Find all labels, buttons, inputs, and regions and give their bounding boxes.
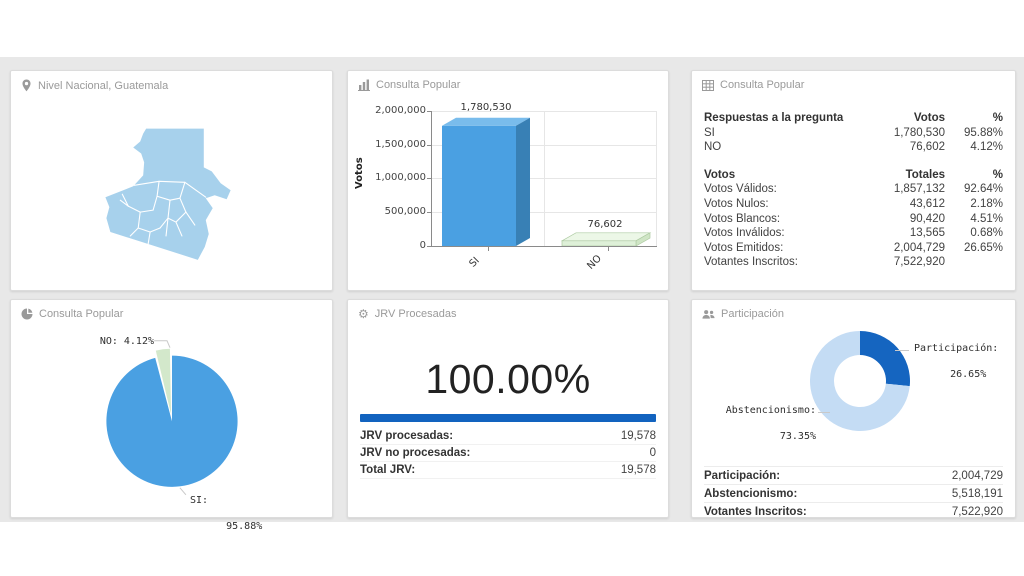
label-connector (179, 487, 187, 496)
panel-header: Consulta Popular (348, 71, 668, 99)
x-tick-label: NO (585, 253, 604, 272)
pie-label-si: SI: 95.88% (190, 495, 263, 532)
jrv-stats: JRV procesadas: 19,578 JRV no procesadas… (360, 428, 656, 479)
gridline (544, 111, 545, 246)
y-axis-tick (427, 111, 431, 112)
table-row: Votos Válidos: 1,857,132 92.64% (704, 183, 1003, 196)
y-tick-label: 0 (419, 240, 426, 251)
bar-no (560, 232, 652, 246)
y-tick-label: 500,000 (384, 206, 426, 217)
pie-chart-icon (21, 308, 33, 320)
table-row: Votos Nulos: 43,612 2.18% (704, 197, 1003, 210)
jrv-progress-bar (360, 414, 656, 422)
stat-row: Total JRV: 19,578 (360, 462, 656, 479)
table-row: SI 1,780,530 95.88% (704, 126, 1003, 139)
col-header: % (992, 168, 1003, 181)
bar-chart-plot-area (431, 111, 657, 247)
y-axis-tick (427, 246, 431, 247)
panel-title: Consulta Popular (720, 79, 805, 91)
jrv-percent: 100.00% (425, 356, 591, 402)
panel-header: Participación (692, 300, 1015, 328)
pie-chart (106, 340, 238, 496)
table-row: Votantes Inscritos: 7,522,920 (704, 256, 945, 269)
table-row: Votos Inválidos: 13,565 0.68% (704, 227, 1003, 240)
y-tick-label: 1,500,000 (375, 139, 426, 150)
donut-slice-participacion (860, 331, 910, 387)
department-borders (119, 180, 207, 245)
bar-value-label: 76,602 (587, 219, 623, 230)
panel-participation: Participación Participación: 26.65% Abst… (691, 299, 1016, 518)
table-row: Votos Blancos: 90,420 4.51% (704, 212, 1003, 225)
table-icon (702, 79, 714, 91)
col-header: Votos (913, 112, 945, 124)
guatemala-map[interactable] (11, 71, 332, 291)
panel-pie-chart: Consulta Popular NO: 4.12% SI: 95.88% (10, 299, 333, 532)
panel-header: Consulta Popular (692, 71, 1015, 99)
label-connector (818, 412, 830, 413)
participation-donut (810, 331, 910, 431)
location-pin-icon (22, 79, 31, 92)
bar-si (442, 117, 530, 246)
pie-label-no: NO: 4.12% (99, 336, 154, 347)
users-icon (702, 309, 715, 319)
bars (442, 117, 652, 246)
participation-stats: Participación: 2,004,729 Abstencionismo:… (704, 466, 1003, 520)
stat-row: JRV no procesadas: 0 (360, 445, 656, 462)
bar-chart-icon (358, 79, 370, 91)
panel-header: Consulta Popular (11, 300, 332, 328)
stat-row: JRV procesadas: 19,578 (360, 428, 656, 445)
panel-jrv: ⚙ JRV Procesadas 100.00% JRV procesadas:… (347, 299, 669, 518)
stat-row: Abstencionismo: 5,518,191 (704, 484, 1003, 502)
table-row: NO 76,602 4.12% (704, 141, 1003, 154)
y-axis-tick (427, 178, 431, 179)
table-header-row: Votos Totales % (704, 168, 1003, 183)
donut-label-abstencionismo: Abstencionismo: 73.35% (725, 405, 816, 442)
label-connector (154, 340, 171, 348)
panel-title: Consulta Popular (376, 79, 461, 91)
panel-title: JRV Procesadas (374, 308, 457, 320)
panel-header: ⚙ JRV Procesadas (348, 300, 668, 328)
x-axis-tick (608, 247, 609, 251)
stat-row: Participación: 2,004,729 (704, 466, 1003, 484)
panel-title: Participación (721, 308, 784, 320)
panel-bar-chart: Consulta Popular Votos 2,000,000 1,500,0… (347, 70, 669, 291)
label-connector (895, 350, 909, 351)
col-header: Respuestas a la pregunta (704, 112, 844, 124)
donut-label-participacion: Participación: 26.65% (914, 343, 999, 380)
stat-row: Votantes Inscritos: 7,522,920 (704, 502, 1003, 520)
panel-header: Nivel Nacional, Guatemala (11, 71, 332, 100)
bar-value-label: 1,780,530 (460, 102, 512, 113)
donut-slice-abstencionismo (810, 331, 910, 431)
y-axis-tick (427, 145, 431, 146)
table-row: Votos Emitidos: 2,004,729 26.65% (704, 241, 1003, 254)
panel-title: Nivel Nacional, Guatemala (38, 79, 169, 92)
pie-slice-si (106, 355, 238, 487)
panel-national-map: Nivel Nacional, Guatemala (10, 70, 333, 291)
gear-icon: ⚙ (358, 307, 369, 321)
x-tick-label: SI (467, 255, 482, 270)
panel-results-table: Consulta Popular Respuestas a la pregunt… (691, 70, 1016, 291)
guatemala-outline (105, 128, 231, 260)
y-tick-label: 1,000,000 (375, 172, 426, 183)
x-axis-tick (488, 247, 489, 251)
col-header: Votos (704, 168, 736, 181)
results-table: Respuestas a la pregunta Votos % SI 1,78… (704, 111, 1003, 270)
col-header: % (992, 112, 1003, 124)
y-axis-tick (427, 212, 431, 213)
table-header-row: Respuestas a la pregunta Votos % (704, 111, 1003, 126)
pie-slice-no (155, 348, 172, 415)
col-header: Totales (905, 168, 945, 181)
gridline (656, 111, 657, 246)
y-tick-label: 2,000,000 (375, 105, 426, 116)
panel-title: Consulta Popular (39, 308, 124, 320)
